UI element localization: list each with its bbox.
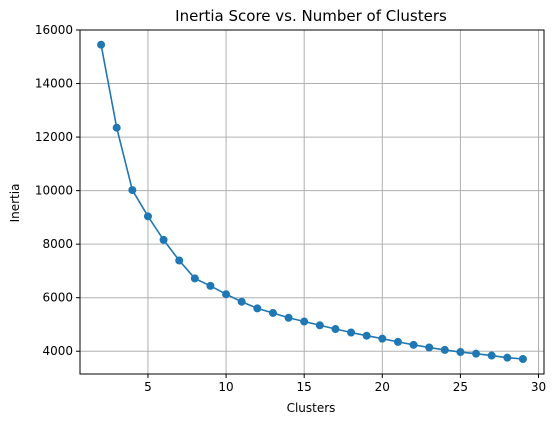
data-point [143,212,152,221]
data-point [393,337,402,346]
data-point [222,290,231,299]
data-point [362,331,371,340]
series-line [100,44,523,360]
data-point [518,355,527,364]
x-tick-label: 15 [297,380,312,394]
x-tick-label: 5 [144,380,152,394]
y-tick-label: 14000 [35,77,73,91]
data-point [472,349,481,358]
data-point [347,328,356,337]
data-point [300,317,309,326]
data-point [503,353,512,362]
data-point [315,321,324,330]
y-tick-label: 8000 [42,237,73,251]
ticks-layer: 5 10 15 20 25 30 4000 6000 8000 10000 12000 14000 16… [35,23,546,394]
data-point [97,40,106,49]
data-point [425,343,434,352]
y-tick-label: 4000 [42,344,73,358]
y-tick-label: 6000 [42,291,73,305]
data-point [409,340,418,349]
data-point [440,345,449,354]
data-point [112,123,121,132]
plot-frame [79,29,545,375]
axes-layer [79,29,545,375]
grid-layer [80,29,544,374]
y-axis-label: Inertia [8,184,22,223]
y-tick-label: 10000 [35,184,73,198]
x-tick-label: 20 [375,380,390,394]
data-point [284,313,293,322]
y-tick-label: 16000 [35,23,73,37]
data-point [159,235,168,244]
data-point [253,304,262,313]
x-axis-label: Clusters [287,401,336,415]
data-point [190,274,199,283]
data-point [487,351,496,360]
chart-title: Inertia Score vs. Number of Clusters [175,7,447,25]
data-point [128,186,137,195]
data-point [206,281,215,290]
y-tick-label: 12000 [35,130,73,144]
x-tick-label: 10 [218,380,233,394]
data-point [175,256,184,265]
data-point [331,325,340,334]
x-tick-label: 25 [453,380,468,394]
data-point [378,334,387,343]
data-point [456,348,465,357]
series-layer [97,40,527,364]
x-tick-label: 30 [531,380,546,394]
data-point [268,308,277,317]
data-point [237,297,246,306]
